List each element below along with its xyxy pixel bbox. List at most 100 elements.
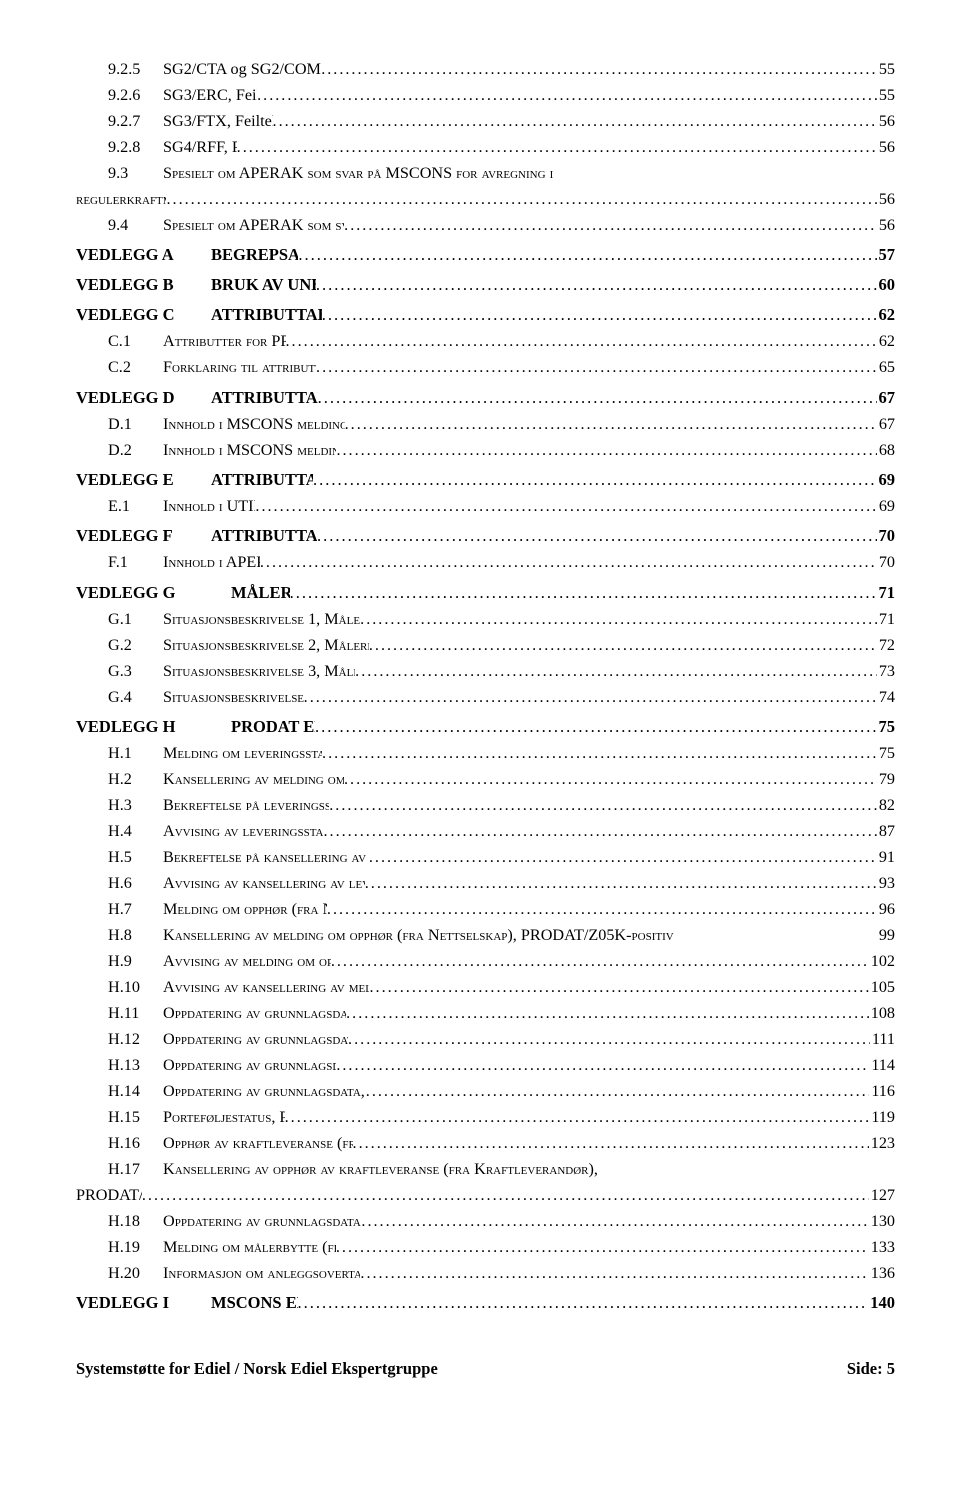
toc-page: 70: [877, 524, 896, 548]
toc-entry: 9.3Spesielt om APERAK som svar på MSCONS…: [76, 162, 895, 185]
toc-text: Innhold i MSCONS melding ved utveksling …: [163, 439, 336, 462]
toc-label: VEDLEGG H: [76, 715, 231, 739]
toc-entry: H.11Oppdatering av grunnlagsdata, målepu…: [76, 1002, 895, 1025]
toc-label: H.5: [108, 846, 163, 869]
toc-label: H.11: [108, 1002, 163, 1025]
toc-leader: [273, 110, 877, 133]
toc-entry: 9.2.5SG2/CTA og SG2/COM, Kontaktperson o…: [76, 58, 895, 81]
toc-text: Attributter for PRODAT meldingen: [163, 330, 286, 353]
toc-entry: VEDLEGG IMSCONS EKSEMPLER140: [76, 1291, 895, 1315]
toc-leader: [318, 386, 877, 410]
toc-label: 9.2.5: [108, 58, 163, 81]
toc-text: ATTRIBUTTABELL APERAK: [211, 524, 317, 548]
toc-label: E.1: [108, 495, 163, 518]
footer-right: Side: 5: [847, 1359, 895, 1379]
toc-page: 96: [877, 898, 895, 921]
toc-entry: G.4Situasjonsbeskrivelse 4, Fiktivt måle…: [76, 686, 895, 709]
toc-entry: VEDLEGG DATTRIBUTTABELL MSCONS67: [76, 386, 895, 410]
toc-leader: [316, 273, 877, 297]
toc-text: Spesielt om APERAK som svar på MSCONS fo…: [163, 162, 553, 185]
toc-entry: H.8Kansellering av melding om opphør (fr…: [76, 924, 895, 947]
toc-page: 87: [877, 820, 895, 843]
toc-page: 62: [877, 330, 895, 353]
toc-page: 62: [877, 303, 896, 327]
toc-label: 9.2.8: [108, 136, 163, 159]
toc-text: Bekreftelse på kansellering av leverings…: [163, 846, 369, 869]
toc-leader: [322, 742, 877, 765]
toc-text: Innhold i UTILTS melding: [163, 495, 255, 518]
toc-page: 60: [877, 273, 896, 297]
toc-leader: [361, 1210, 868, 1233]
toc-entry: E.1Innhold i UTILTS melding 69: [76, 495, 895, 518]
toc-page: 71: [877, 608, 895, 631]
toc-page: 75: [877, 715, 896, 739]
toc-entry: VEDLEGG ABEGREPSAVKLARING57: [76, 243, 895, 267]
toc-entry: H.15Porteføljestatus, PRODAT/Z06-Z28119: [76, 1106, 895, 1129]
toc-label: VEDLEGG E: [76, 468, 211, 492]
toc-entry: VEDLEGG FATTRIBUTTABELL APERAK 70: [76, 524, 895, 548]
toc-leader: [290, 581, 877, 605]
toc-leader: [336, 1054, 869, 1077]
toc-leader: [255, 495, 876, 518]
toc-page: 69: [877, 495, 895, 518]
toc-entry: D.2Innhold i MSCONS melding ved utveksli…: [76, 439, 895, 462]
toc-entry: PRODAT/Z08K127: [76, 1184, 895, 1207]
toc-text: Melding om opphør (fra Nettselskap), PRO…: [163, 898, 327, 921]
toc-text: Melding om målerbytte (fra Nettselskap),…: [163, 1236, 336, 1259]
toc-label: H.8: [108, 924, 163, 947]
toc-text: Porteføljestatus, PRODAT/Z06-Z28: [163, 1106, 285, 1129]
toc-label: D.1: [108, 413, 163, 436]
toc-text: Avvising av leveringsstart, PRODAT/Z04 -…: [163, 820, 323, 843]
toc-label: H.4: [108, 820, 163, 843]
toc-leader: [360, 1262, 868, 1285]
toc-text: Innhold i MSCONS melding ved utveksling …: [163, 413, 345, 436]
toc-page: 70: [877, 551, 895, 574]
toc-leader: [360, 608, 877, 631]
toc-leader: [323, 820, 876, 843]
toc-entry: G.1Situasjonsbeskrivelse 1, Målerbytte u…: [76, 608, 895, 631]
toc-label: VEDLEGG A: [76, 243, 211, 267]
toc-entry: VEDLEGG CATTRIBUTTABELL – PRODAT62: [76, 303, 895, 327]
toc-entry: 9.2.8SG4/RFF, Referanse56: [76, 136, 895, 159]
toc-label: H.6: [108, 872, 163, 895]
toc-label: G.2: [108, 634, 163, 657]
toc-page: 93: [877, 872, 895, 895]
toc-text: SG4/RFF, Referanse: [163, 136, 237, 159]
toc-entry: H.18Oppdatering av grunnlagsdata (fra Kr…: [76, 1210, 895, 1233]
toc-label: VEDLEGG B: [76, 273, 211, 297]
toc-label: H.17: [108, 1158, 163, 1181]
toc-text: BRUK AV UNB SEGMENTET: [211, 273, 316, 297]
toc-page: 56: [877, 188, 895, 211]
toc-leader: [316, 356, 877, 379]
toc-text: Avvising av kansellering av leveringssta…: [163, 872, 365, 895]
toc-page: 116: [869, 1080, 895, 1103]
toc-label: F.1: [108, 551, 163, 574]
toc-page: 111: [870, 1028, 895, 1051]
toc-label: H.2: [108, 768, 163, 791]
toc-label: C.1: [108, 330, 163, 353]
toc-entry: H.19Melding om målerbytte (fra Nettselsk…: [76, 1236, 895, 1259]
toc-entry: H.13Oppdatering av grunnlagsdata, måler,…: [76, 1054, 895, 1077]
toc-leader: [317, 524, 877, 548]
toc-label: H.15: [108, 1106, 163, 1129]
toc-label: VEDLEGG F: [76, 524, 211, 548]
toc-text: Spesielt om APERAK som svar på UTILTS fo…: [163, 214, 344, 237]
toc-entry: H.4Avvising av leveringsstart, PRODAT/Z0…: [76, 820, 895, 843]
toc-text: SG2/CTA og SG2/COM, Kontaktperson og tel…: [163, 58, 321, 81]
toc-text: PRODAT EKSEMPLER: [231, 715, 315, 739]
toc-page: 130: [869, 1210, 895, 1233]
toc-label: D.2: [108, 439, 163, 462]
toc-label: VEDLEGG C: [76, 303, 211, 327]
toc-entry: 9.2.6SG3/ERC, Feilinformasjon55: [76, 84, 895, 107]
toc-text: BEGREPSAVKLARING: [211, 243, 298, 267]
toc-text: Avvising av melding om opphør, PRODAT/Z0…: [163, 950, 331, 973]
toc-entry: H.12Oppdatering av grunnlagsdata, sluttk…: [76, 1028, 895, 1051]
toc-text: MÅLERBYTTE: [231, 581, 290, 605]
toc-entry: H.7Melding om opphør (fra Nettselskap), …: [76, 898, 895, 921]
toc-label: H.7: [108, 898, 163, 921]
toc-leader: [355, 660, 877, 683]
toc-page: 108: [869, 1002, 895, 1025]
toc-entry: F.1Innhold i APERAK melding70: [76, 551, 895, 574]
toc-label: H.9: [108, 950, 163, 973]
toc-entry: VEDLEGG EATTRIBUTTABELL UTILTS69: [76, 468, 895, 492]
